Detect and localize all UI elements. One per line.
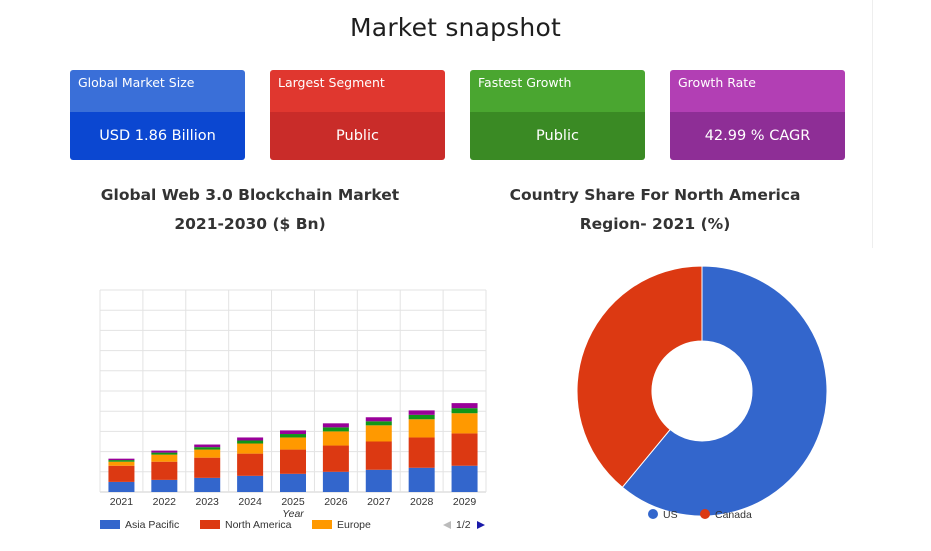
bar-segment: [322, 427, 349, 432]
bar-segment: [237, 475, 264, 492]
bar-segment: [365, 417, 392, 422]
x-tick-label: 2021: [110, 496, 134, 508]
bar-segment: [280, 449, 306, 474]
bar-segment: [194, 449, 221, 458]
bar-segment: [451, 403, 478, 409]
bar-segment: [280, 473, 306, 492]
legend-swatch: [312, 520, 332, 529]
x-tick-label: 2024: [238, 496, 262, 508]
bar-segment: [408, 419, 435, 438]
legend-prev-icon: [443, 521, 451, 529]
bar-segment: [365, 421, 392, 426]
bar-segment: [322, 445, 349, 472]
bar-segment: [151, 450, 178, 453]
kpi-value: Public: [270, 112, 445, 160]
bar-segment: [451, 413, 478, 434]
pie-chart-title-line2: Region- 2021 (%): [579, 215, 731, 233]
kpi-label: Global Market Size: [70, 70, 245, 112]
bar-segment: [408, 467, 435, 492]
bar-segment: [408, 437, 435, 468]
legend-swatch: [100, 520, 120, 529]
bar-chart-title-line1: Global Web 3.0 Blockchain Market: [100, 186, 400, 204]
legend-swatch: [200, 520, 220, 529]
kpi-card-growth-rate: Growth Rate 42.99 % CAGR: [670, 70, 845, 160]
bar-segment: [108, 460, 135, 462]
x-tick-label: 2028: [410, 496, 434, 508]
pie-chart-title: Country Share For North America Region- …: [465, 181, 845, 239]
bar-chart-title: Global Web 3.0 Blockchain Market 2021-20…: [60, 181, 440, 239]
legend-dot: [700, 509, 710, 519]
bar-segment: [108, 481, 135, 492]
kpi-card-largest-segment: Largest Segment Public: [270, 70, 445, 160]
kpi-card-fastest-growth: Fastest Growth Public: [470, 70, 645, 160]
pie-chart-title-line1: Country Share For North America: [509, 186, 801, 204]
bar-segment: [237, 440, 264, 444]
legend-next-icon[interactable]: [477, 521, 485, 529]
x-tick-label: 2029: [453, 496, 477, 508]
bar-segment: [322, 431, 349, 446]
x-tick-label: 2027: [367, 496, 391, 508]
x-axis-label: Year: [282, 508, 304, 520]
bar-segment: [108, 465, 135, 482]
kpi-card-market-size: Global Market Size USD 1.86 Billion: [70, 70, 245, 160]
divider: [872, 0, 873, 248]
bar-segment: [151, 479, 178, 492]
bar-segment: [151, 452, 178, 455]
bar-segment: [108, 458, 135, 461]
bar-segment: [194, 447, 221, 450]
bar-segment: [237, 453, 264, 476]
legend-label: US: [663, 509, 678, 521]
bar-segment: [280, 434, 306, 438]
donut-slice-canada: [576, 265, 703, 489]
bar-segment: [451, 433, 478, 466]
bar-segment: [280, 437, 306, 450]
bar-segment: [322, 423, 349, 428]
bar-chart-title-line2: 2021-2030 ($ Bn): [174, 215, 326, 233]
legend-label: Asia Pacific: [125, 519, 179, 531]
kpi-label: Fastest Growth: [470, 70, 645, 112]
bar-segment: [451, 465, 478, 492]
legend-label: North America: [225, 519, 292, 531]
bar-segment: [451, 408, 478, 414]
bar-segment: [194, 444, 221, 448]
legend-dot: [648, 509, 658, 519]
bar-segment: [194, 477, 221, 492]
legend-label: Canada: [715, 509, 752, 521]
bar-segment: [365, 469, 392, 492]
x-tick-label: 2023: [196, 496, 220, 508]
x-tick-label: 2022: [153, 496, 177, 508]
kpi-value: USD 1.86 Billion: [70, 112, 245, 160]
kpi-label: Growth Rate: [670, 70, 845, 112]
x-tick-label: 2026: [324, 496, 348, 508]
donut-slice-us: [621, 265, 828, 517]
bar-segment: [108, 461, 135, 466]
bar-segment: [280, 430, 306, 435]
legend-label: Europe: [337, 519, 371, 531]
bar-segment: [408, 414, 435, 420]
bar-segment: [237, 443, 264, 454]
bar-segment: [365, 425, 392, 442]
kpi-value: 42.99 % CAGR: [670, 112, 845, 160]
bar-segment: [237, 437, 264, 441]
bar-segment: [194, 457, 221, 478]
bar-segment: [322, 471, 349, 492]
kpi-label: Largest Segment: [270, 70, 445, 112]
page-title: Market snapshot: [350, 13, 561, 42]
bar-segment: [408, 410, 435, 415]
bar-segment: [151, 454, 178, 462]
kpi-value: Public: [470, 112, 645, 160]
x-tick-label: 2025: [281, 496, 305, 508]
bar-segment: [365, 441, 392, 470]
legend-page-indicator: 1/2: [456, 519, 471, 531]
bar-segment: [151, 461, 178, 480]
